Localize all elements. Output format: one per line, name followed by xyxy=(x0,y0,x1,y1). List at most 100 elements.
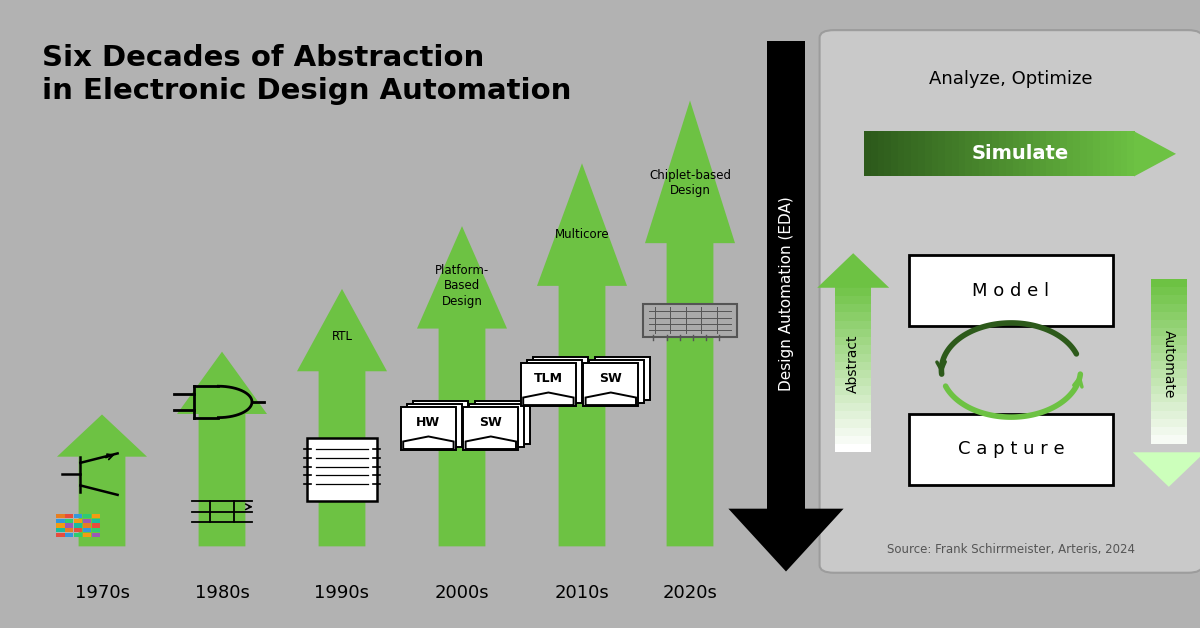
Bar xyxy=(1151,353,1187,362)
Polygon shape xyxy=(586,392,636,405)
Bar xyxy=(56,533,65,537)
Bar xyxy=(1114,131,1122,176)
Text: Design Automation (EDA): Design Automation (EDA) xyxy=(779,196,793,391)
FancyBboxPatch shape xyxy=(908,256,1114,327)
Bar xyxy=(74,519,82,523)
Bar xyxy=(835,353,871,362)
Text: Chiplet-based
Design: Chiplet-based Design xyxy=(649,169,731,197)
Bar xyxy=(1151,320,1187,329)
Bar xyxy=(1019,131,1027,176)
Bar xyxy=(74,524,82,528)
Polygon shape xyxy=(466,436,516,449)
Bar xyxy=(91,528,100,533)
Bar xyxy=(1151,312,1187,321)
Bar xyxy=(898,131,906,176)
Bar xyxy=(1127,131,1135,176)
Bar xyxy=(835,427,871,436)
Text: M o d e l: M o d e l xyxy=(972,282,1050,300)
Bar xyxy=(1046,131,1055,176)
Bar xyxy=(835,303,871,312)
FancyBboxPatch shape xyxy=(583,363,638,406)
Polygon shape xyxy=(538,163,628,546)
Bar xyxy=(965,131,973,176)
FancyBboxPatch shape xyxy=(521,363,576,406)
Bar xyxy=(979,131,986,176)
Bar xyxy=(1121,131,1128,176)
Bar xyxy=(83,514,91,519)
Bar xyxy=(931,131,940,176)
Text: 1970s: 1970s xyxy=(74,585,130,602)
Text: SW: SW xyxy=(480,416,502,429)
Bar xyxy=(835,337,871,345)
Bar xyxy=(56,514,65,519)
Bar xyxy=(835,345,871,354)
Bar xyxy=(959,131,966,176)
Bar xyxy=(1060,131,1068,176)
Bar xyxy=(835,386,871,395)
Bar xyxy=(835,320,871,329)
Bar xyxy=(1151,279,1187,288)
Bar xyxy=(1151,303,1187,312)
Polygon shape xyxy=(728,509,844,571)
Bar xyxy=(905,131,912,176)
Bar xyxy=(91,524,100,528)
Bar xyxy=(835,287,871,296)
Bar xyxy=(835,403,871,411)
Bar xyxy=(835,377,871,386)
Text: 2000s: 2000s xyxy=(434,585,490,602)
Bar xyxy=(1151,386,1187,395)
Text: HW: HW xyxy=(416,416,440,429)
Bar xyxy=(1151,427,1187,436)
Bar xyxy=(871,131,878,176)
FancyBboxPatch shape xyxy=(401,407,456,450)
Bar xyxy=(65,519,73,523)
Bar xyxy=(83,528,91,533)
Bar xyxy=(985,131,994,176)
Bar xyxy=(1026,131,1034,176)
Bar xyxy=(972,131,980,176)
Bar xyxy=(925,131,932,176)
Text: TLM: TLM xyxy=(534,372,563,385)
Bar xyxy=(74,533,82,537)
Bar xyxy=(65,528,73,533)
Polygon shape xyxy=(646,100,734,546)
FancyBboxPatch shape xyxy=(469,404,524,447)
Bar xyxy=(835,419,871,428)
Bar xyxy=(835,295,871,304)
Bar xyxy=(938,131,947,176)
Bar xyxy=(91,514,100,519)
Bar xyxy=(1006,131,1014,176)
FancyBboxPatch shape xyxy=(533,357,588,400)
Bar xyxy=(56,524,65,528)
Bar xyxy=(91,519,100,523)
FancyBboxPatch shape xyxy=(908,414,1114,485)
FancyBboxPatch shape xyxy=(820,30,1200,573)
Bar xyxy=(1033,131,1040,176)
Bar xyxy=(1151,337,1187,345)
Bar xyxy=(83,533,91,537)
Bar xyxy=(65,533,73,537)
Bar xyxy=(83,524,91,528)
Bar xyxy=(1054,131,1061,176)
Bar xyxy=(56,519,65,523)
Bar xyxy=(1039,131,1048,176)
FancyBboxPatch shape xyxy=(307,438,377,501)
Bar xyxy=(91,533,100,537)
Text: Multicore: Multicore xyxy=(554,228,610,241)
Bar xyxy=(890,131,899,176)
Bar xyxy=(1067,131,1074,176)
Text: 2020s: 2020s xyxy=(662,585,718,602)
FancyBboxPatch shape xyxy=(475,401,530,444)
Bar xyxy=(835,312,871,321)
Text: Analyze, Optimize: Analyze, Optimize xyxy=(929,70,1093,87)
Bar xyxy=(1151,411,1187,420)
Bar xyxy=(1151,287,1187,296)
Text: 2010s: 2010s xyxy=(554,585,610,602)
Bar xyxy=(1151,295,1187,304)
Text: RTL: RTL xyxy=(331,330,353,343)
Bar xyxy=(877,131,886,176)
Polygon shape xyxy=(523,392,574,405)
Bar xyxy=(1108,131,1115,176)
Bar xyxy=(74,514,82,519)
Bar xyxy=(884,131,892,176)
